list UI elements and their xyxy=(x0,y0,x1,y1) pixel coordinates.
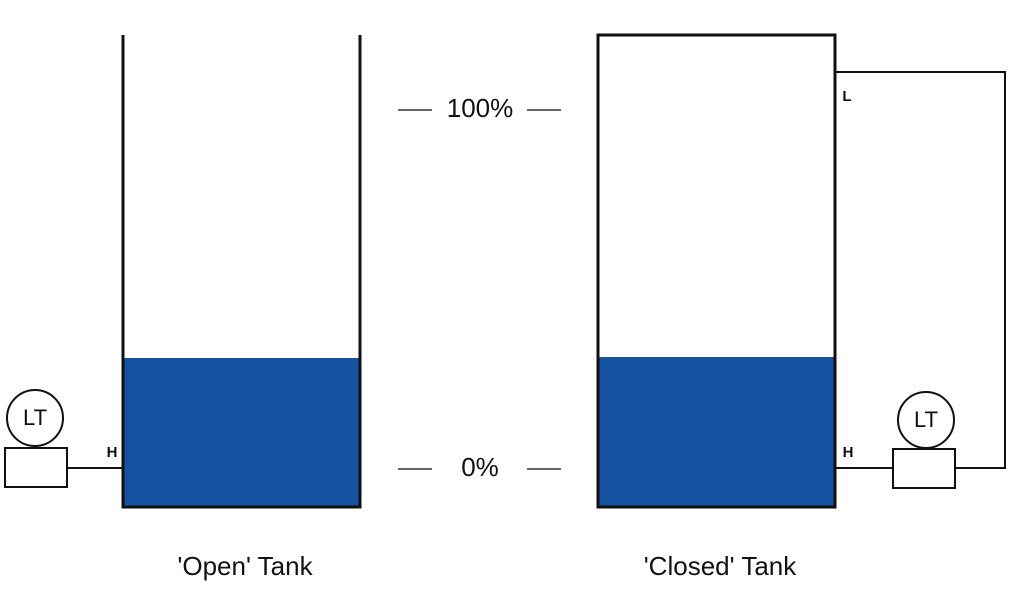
scale-label: 100% xyxy=(447,93,514,123)
liquid xyxy=(123,358,360,507)
transmitter-body xyxy=(892,448,956,489)
transmitter-label: LT xyxy=(23,405,47,430)
tap-label: L xyxy=(842,88,851,105)
closed-tank xyxy=(596,33,837,509)
open-tank xyxy=(121,35,362,509)
transmitter-label: LT xyxy=(914,407,938,432)
transmitter-head xyxy=(6,389,64,447)
transmitter-body xyxy=(4,447,68,488)
tank-label: 'Open' Tank xyxy=(177,551,313,581)
scale-label: 0% xyxy=(461,452,499,482)
tap-label: H xyxy=(843,444,854,461)
tap-label: H xyxy=(107,444,118,461)
tank-label: 'Closed' Tank xyxy=(644,551,798,581)
impulse-line xyxy=(835,71,1006,469)
liquid xyxy=(598,357,835,507)
